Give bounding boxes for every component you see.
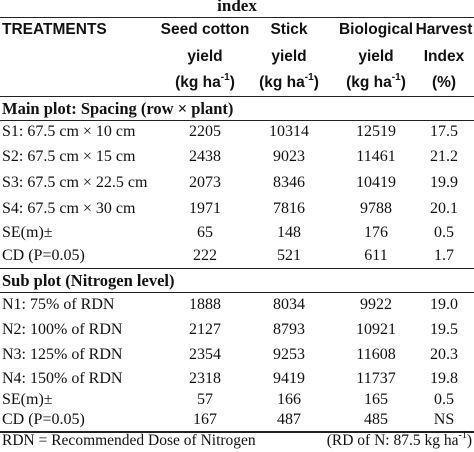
cell-value: 521 bbox=[277, 247, 301, 264]
cell-value: 165 bbox=[364, 391, 388, 408]
cell-value: 487 bbox=[277, 411, 301, 428]
row-label: SE(m)± bbox=[2, 224, 53, 241]
cell-value: 1888 bbox=[189, 296, 221, 313]
row-label: SE(m)± bbox=[2, 391, 53, 408]
cell-value: 2318 bbox=[189, 370, 221, 387]
row-label: S3: 67.5 cm × 22.5 cm bbox=[2, 174, 148, 191]
cell-value: 7816 bbox=[273, 200, 305, 217]
row-label: CD (P=0.05) bbox=[2, 411, 85, 428]
cell-value: 9419 bbox=[273, 370, 305, 387]
cell-value: 166 bbox=[277, 391, 301, 408]
cell-value: 611 bbox=[364, 247, 388, 264]
footnote-abbreviation: RDN = Recommended Dose of Nitrogen bbox=[2, 432, 256, 449]
cell-value: NS bbox=[433, 411, 455, 428]
row-label: N2: 100% of RDN bbox=[2, 321, 123, 338]
bottom-rule bbox=[0, 431, 474, 433]
section-title-sub-plot: Sub plot (Nitrogen level) bbox=[2, 271, 175, 290]
row-label: S2: 67.5 cm × 15 cm bbox=[2, 148, 136, 165]
cell-value: 8346 bbox=[273, 174, 305, 191]
row-label: N1: 75% of RDN bbox=[2, 296, 115, 313]
cell-value: 11461 bbox=[356, 148, 396, 165]
main-plot-rule bbox=[0, 120, 474, 121]
cell-value: 2438 bbox=[189, 148, 221, 165]
section-divider-rule bbox=[0, 268, 474, 269]
cell-value: 10419 bbox=[356, 174, 396, 191]
cell-value: 21.2 bbox=[430, 148, 458, 165]
cell-value: 11608 bbox=[356, 346, 396, 363]
cell-value: 9788 bbox=[360, 200, 392, 217]
top-rule bbox=[0, 17, 474, 18]
header-rule bbox=[0, 96, 474, 97]
row-label: N3: 125% of RDN bbox=[2, 346, 123, 363]
cell-value: 2354 bbox=[189, 346, 221, 363]
footnote-rd-of-n: (RD of N: 87.5 kg ha-1) bbox=[326, 429, 472, 449]
cell-value: 2205 bbox=[189, 123, 221, 140]
row-label: N4: 150% of RDN bbox=[2, 370, 123, 387]
cell-value: 19.9 bbox=[430, 174, 458, 191]
cell-value: 8034 bbox=[273, 296, 305, 313]
cell-value: 57 bbox=[197, 391, 213, 408]
cell-value: 8793 bbox=[273, 321, 305, 338]
cell-value: 20.1 bbox=[430, 200, 458, 217]
cell-value: 1.7 bbox=[434, 247, 454, 264]
cell-value: 1971 bbox=[189, 200, 221, 217]
section-title-main-plot: Main plot: Spacing (row × plant) bbox=[2, 99, 234, 118]
cell-value: 19.5 bbox=[430, 321, 458, 338]
cell-value: 9922 bbox=[360, 296, 392, 313]
cell-value: 10314 bbox=[269, 123, 309, 140]
cell-value: 65 bbox=[197, 224, 213, 241]
cell-value: 0.5 bbox=[434, 224, 454, 241]
cell-value: 0.5 bbox=[434, 391, 454, 408]
cell-value: 485 bbox=[364, 411, 388, 428]
cell-value: 12519 bbox=[356, 123, 396, 140]
cell-value: 17.5 bbox=[430, 123, 458, 140]
cell-value: 19.0 bbox=[430, 296, 458, 313]
cell-value: 9253 bbox=[273, 346, 305, 363]
cell-value: 2127 bbox=[189, 321, 221, 338]
row-label: S4: 67.5 cm × 30 cm bbox=[2, 200, 136, 217]
table-caption: index bbox=[217, 0, 257, 15]
row-label: CD (P=0.05) bbox=[2, 247, 85, 264]
row-label: S1: 67.5 cm × 10 cm bbox=[2, 123, 136, 140]
cell-value: 222 bbox=[193, 247, 217, 264]
cell-value: 10921 bbox=[356, 321, 396, 338]
sub-plot-rule bbox=[0, 292, 474, 293]
cell-value: 148 bbox=[277, 224, 301, 241]
cell-value: 176 bbox=[364, 224, 388, 241]
cell-value: 11737 bbox=[356, 370, 396, 387]
cell-value: 19.8 bbox=[430, 370, 458, 387]
cell-value: 20.3 bbox=[430, 346, 458, 363]
cell-value: 9023 bbox=[273, 148, 305, 165]
header-treatments: TREATMENTS bbox=[2, 21, 107, 38]
cell-value: 2073 bbox=[189, 174, 221, 191]
cell-value: 167 bbox=[193, 411, 217, 428]
